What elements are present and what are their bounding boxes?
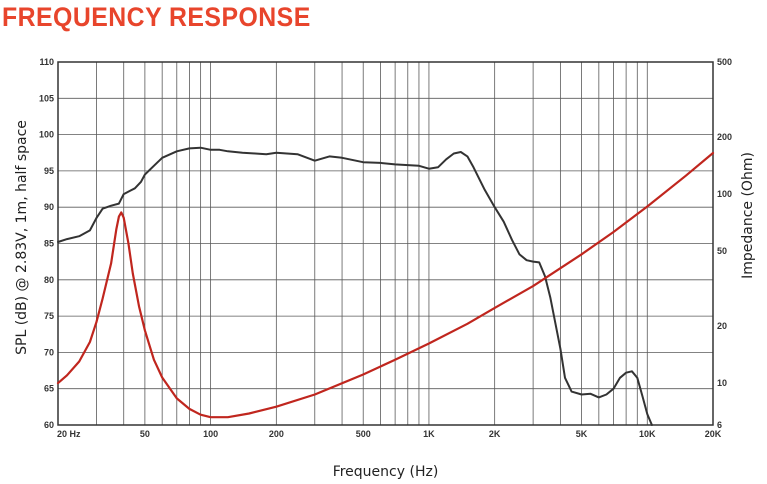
x-tick-label: 1K [423,429,435,439]
y-tick-label: 95 [44,166,54,176]
x-tick-label: 2K [489,429,501,439]
y2-tick-label: 20 [717,321,727,331]
y-tick-label: 85 [44,239,54,249]
x-tick-label: 100 [203,429,218,439]
impedance-series-line [56,151,715,419]
x-tick-label: 200 [269,429,284,439]
x-tick-label: 500 [356,429,371,439]
y2-tick-label: 50 [717,246,727,256]
x-tick-label: 50 [140,429,150,439]
y-tick-label: 110 [39,57,54,67]
spl-series-line [57,146,653,426]
y2-tick-label: 100 [717,189,732,199]
y-tick-labels: 110 105 100 95 90 85 80 75 70 65 60 [39,57,54,430]
y2-axis-title: Impedance (Ohm) [740,152,756,279]
y-tick-label: 70 [44,347,54,357]
y-tick-label: 80 [44,275,54,285]
page-title: FREQUENCY RESPONSE [2,2,311,32]
x-axis-title: Frequency (Hz) [333,464,439,480]
y-tick-label: 90 [44,202,54,212]
x-tick-labels: 20 Hz 50 100 200 500 1K 2K 5K 10K 20K [57,429,722,439]
y-tick-label: 100 [39,130,54,140]
x-tick-label: 20 Hz [57,429,81,439]
y-tick-label: 105 [39,93,54,103]
x-tick-label: 5K [576,429,588,439]
y2-tick-label: 200 [717,132,732,142]
grid-lines [58,62,713,425]
x-tick-label: 10K [639,429,656,439]
plot-frame [57,61,714,426]
series-lines [56,146,715,426]
y2-tick-label: 10 [717,378,727,388]
x-tick-label: 20K [705,429,722,439]
y-tick-label: 65 [44,384,54,394]
y-axis-title: SPL (dB) @ 2.83V, 1m, half space [14,120,30,355]
y2-tick-labels: 500 200 100 50 20 10 6 [717,57,732,430]
y2-tick-label: 6 [717,420,722,430]
y2-tick-label: 500 [717,57,732,67]
y-tick-label: 75 [44,311,54,321]
y-tick-label: 60 [44,420,54,430]
